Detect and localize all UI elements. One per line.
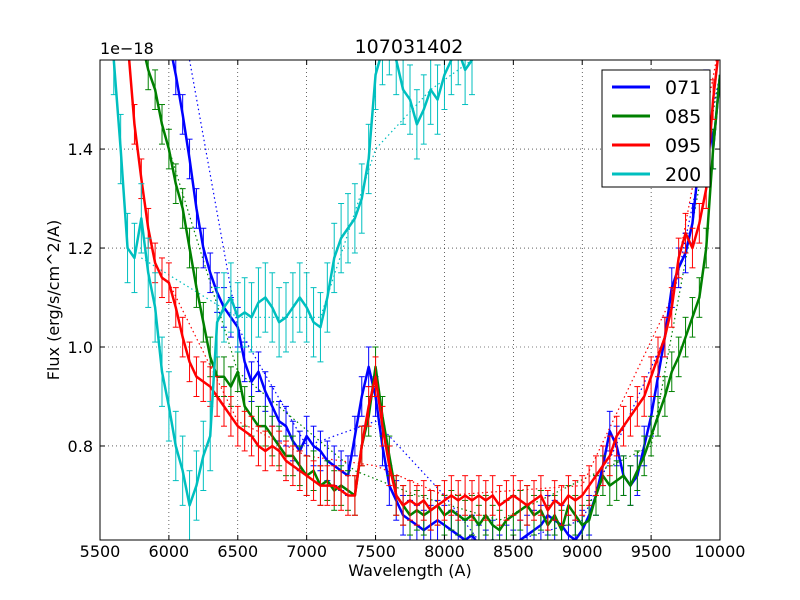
x-tick-label: 9000 (562, 542, 603, 561)
series-line-085 (144, 60, 720, 532)
y-axis-label: Flux (erg/s/cm^2/A) (44, 220, 63, 381)
x-tick-label: 6500 (217, 542, 258, 561)
x-tick-label: 7500 (355, 542, 396, 561)
axes-frame (99, 59, 721, 541)
x-tick-label: 6000 (149, 542, 190, 561)
plot-area (110, 60, 720, 540)
x-tick-label: 8000 (424, 542, 465, 561)
legend: 071 085 095 200 (601, 69, 711, 188)
x-axis-label: Wavelength (A) (348, 561, 471, 580)
x-tick-label: 5500 (80, 542, 121, 561)
axis-ticks: 5500 6000 6500 7000 7500 8000 8500 9000 9500 1000… (68, 60, 746, 561)
x-tick-label: 7000 (286, 542, 327, 561)
legend-label-085: 085 (665, 106, 701, 128)
series-200 (110, 60, 475, 540)
legend-label-095: 095 (665, 135, 701, 157)
y-offset-text: 1e−18 (100, 39, 154, 58)
chart-title: 107031402 (355, 36, 464, 58)
series-line-200 (112, 60, 474, 507)
y-tick-label: 1.0 (68, 338, 93, 357)
legend-box (601, 69, 711, 188)
x-tick-label: 9500 (631, 542, 672, 561)
legend-label-071: 071 (665, 77, 701, 99)
y-tick-label: 1.4 (68, 140, 93, 159)
y-tick-label: 1.2 (68, 239, 93, 258)
x-tick-label: 10000 (695, 542, 746, 561)
series-line-095 (127, 60, 719, 512)
legend-label-200: 200 (665, 164, 701, 186)
x-tick-label: 8500 (493, 542, 534, 561)
y-tick-label: 0.8 (68, 437, 93, 456)
